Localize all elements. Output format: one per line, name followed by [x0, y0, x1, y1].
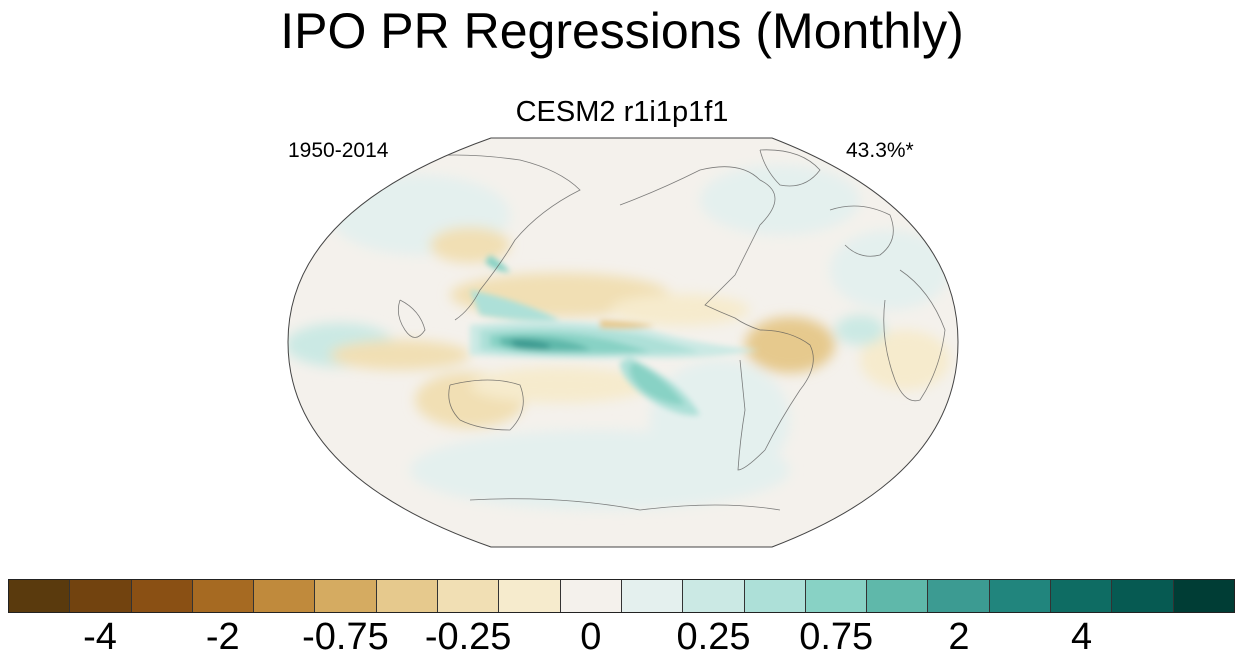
colorbar-tick-label: 4 [1071, 616, 1093, 658]
coast-europe [829, 205, 894, 257]
anomaly-atlantic-teal [835, 315, 885, 345]
colorbar-tick-label: -0.25 [424, 616, 512, 658]
colorbar-swatch-8 [499, 580, 561, 612]
colorbar-swatch-3 [192, 580, 255, 612]
colorbar-swatch-18 [1112, 580, 1174, 612]
colorbar-swatch-9 [560, 580, 622, 612]
colorbar-tick-label: -4 [83, 616, 117, 658]
colorbar-swatch-14 [867, 580, 929, 612]
coast-greenland [759, 149, 821, 187]
colorbar-tick-label: 0.25 [676, 616, 751, 658]
anomaly-africa-tan [860, 330, 950, 390]
map-outline [287, 137, 959, 548]
coast-india [397, 299, 426, 338]
anomaly-east-pac-teal [650, 360, 790, 480]
anomaly-europe-teal [830, 230, 950, 310]
equatorial-wet-tongue [470, 255, 760, 416]
anomaly-asia-tan [430, 227, 510, 263]
colorbar-tick-label: 2 [948, 616, 970, 658]
colorbar-swatch-10 [621, 580, 684, 612]
panel-subtitle: CESM2 r1i1p1f1 [515, 96, 729, 128]
colorbar-swatch-1 [70, 580, 132, 612]
colorbar-swatch-5 [315, 580, 377, 612]
colorbar-swatch-11 [683, 580, 745, 612]
coast-north-america [619, 166, 776, 331]
colorbar-swatch-15 [928, 580, 990, 612]
colorbar-swatch-6 [376, 580, 439, 612]
variance-label: 43.3%* [846, 139, 914, 162]
colorbar-swatch-4 [254, 580, 316, 612]
anomaly-nh-atlantic-teal [700, 165, 860, 235]
anomaly-samerica-tan [745, 317, 835, 373]
coast-antarctica [469, 498, 781, 511]
coastlines [397, 149, 946, 511]
colorbar-swatch-13 [805, 580, 868, 612]
anomaly-s-pacific-tan [470, 367, 650, 403]
anomaly-indian-ocean-tan [330, 340, 470, 370]
colorbar-swatch-0 [9, 580, 71, 612]
colorbar [8, 579, 1235, 613]
colorbar-tick-label: -0.75 [302, 616, 389, 658]
anomaly-north-pac-tan-2 [610, 294, 750, 326]
colorbar-swatch-7 [438, 580, 500, 612]
colorbar-tick-label: 0.75 [799, 616, 874, 658]
main-title: IPO PR Regressions (Monthly) [280, 3, 964, 59]
colorbar-swatch-16 [989, 580, 1052, 612]
colorbar-tick-labels: -4 -2 -0.75 -0.25 0 0.25 0.75 2 4 [0, 614, 1244, 660]
coast-africa [883, 269, 946, 402]
period-label: 1950-2014 [288, 139, 389, 162]
coast-asia [399, 154, 581, 321]
colorbar-swatch-19 [1173, 580, 1234, 612]
coast-australia [448, 379, 524, 431]
colorbar-tick-label: -2 [205, 616, 240, 658]
coast-south-america [737, 329, 814, 471]
colorbar-swatch-2 [131, 580, 193, 612]
colorbar-swatch-12 [744, 580, 806, 612]
colorbar-tick-label: 0 [580, 616, 602, 658]
colorbar-swatch-17 [1051, 580, 1113, 612]
